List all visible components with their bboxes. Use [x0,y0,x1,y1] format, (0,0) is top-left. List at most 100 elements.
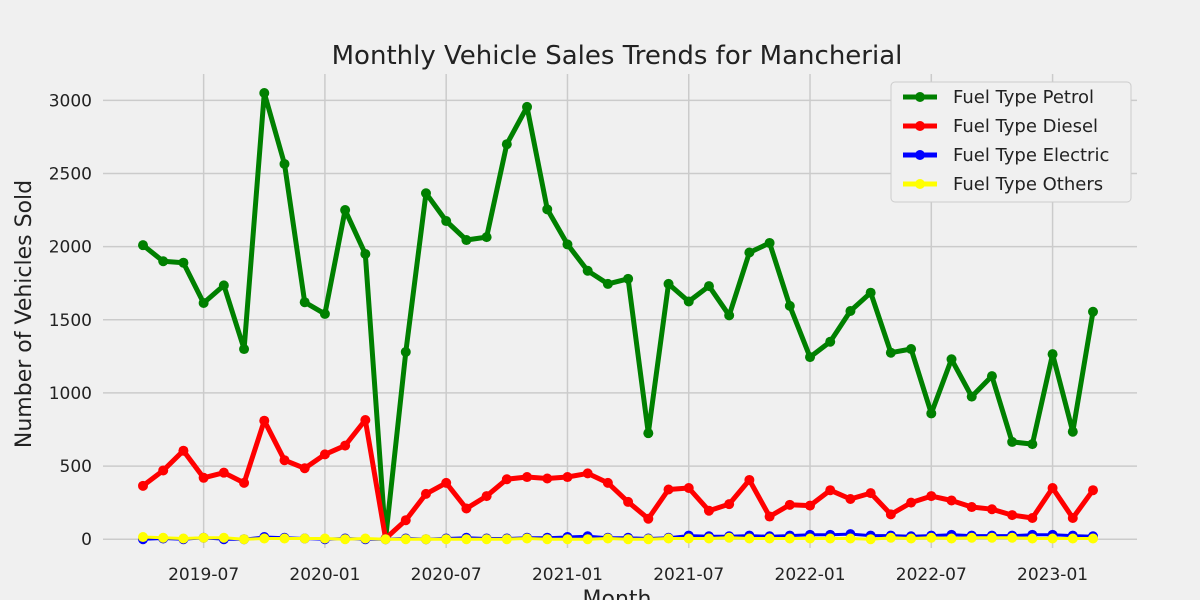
data-point [158,532,169,543]
data-point [1007,532,1018,543]
data-point [1067,426,1078,437]
series-line [141,90,1096,541]
data-point [582,468,593,479]
y-tick-label: 500 [60,457,92,477]
x-axis-ticks: 2019-07 2020-01 2020-07 2021-01 2021-07 2022-… [168,565,1088,585]
y-axis-ticks: 0 500 1000 1500 2000 2500 3000 [49,91,92,550]
legend-label: Fuel Type Others [953,174,1103,195]
data-point [481,534,492,545]
data-point [744,247,755,258]
data-point [1027,513,1038,524]
data-point [825,336,836,347]
data-point [1007,510,1018,521]
data-point [299,533,310,544]
data-point [360,248,371,259]
data-point [501,534,512,545]
data-point [703,505,714,516]
data-point [441,477,452,488]
data-point [703,281,714,292]
data-point [1047,349,1058,360]
data-point [400,515,411,526]
data-point [724,310,735,321]
data-point [380,534,391,545]
legend: Fuel Type Petrol Fuel Type Diesel Fuel Typ… [890,81,1132,203]
data-point [1088,485,1098,496]
data-point [764,533,775,544]
legend-swatch-marker [915,92,925,102]
data-point [784,300,795,311]
data-point [420,534,431,545]
data-point [542,534,553,545]
data-point [218,280,229,291]
series-1 [138,414,1098,544]
data-point [178,257,189,268]
data-point [138,240,148,251]
data-point [522,101,533,112]
data-point [138,480,148,491]
data-point [1047,533,1058,544]
data-point [926,408,937,419]
data-point [1088,533,1098,544]
data-point [926,532,937,543]
series-lines [138,88,1098,545]
data-point [805,352,816,363]
data-point [542,473,553,484]
data-point [562,239,573,250]
legend-item: Fuel Type Petrol [903,87,1094,108]
data-point [158,465,169,476]
data-point [865,488,876,499]
data-point [360,414,371,425]
data-point [602,477,613,488]
data-point [906,533,917,544]
legend-label: Fuel Type Diesel [953,116,1098,137]
data-point [340,205,351,216]
data-point [279,533,290,544]
data-point [1027,439,1038,450]
data-point [198,472,209,483]
legend-label: Fuel Type Electric [953,145,1109,166]
data-point [602,278,613,289]
data-point [946,495,957,506]
data-point [239,534,250,545]
data-point [683,533,694,544]
data-point [663,533,674,544]
data-point [481,232,492,243]
y-tick-label: 1000 [49,384,92,404]
data-point [906,344,917,355]
data-point [724,499,735,510]
data-point [805,500,816,511]
x-tick-label: 2019-07 [168,565,239,585]
data-point [703,533,714,544]
data-point [825,485,836,496]
y-tick-label: 1500 [49,311,92,331]
data-point [986,532,997,543]
data-point [946,354,957,365]
data-point [562,534,573,545]
data-point [501,474,512,485]
data-point [643,534,654,545]
data-point [986,504,997,515]
data-point [319,449,330,460]
y-tick-label: 2000 [49,238,92,258]
data-point [784,499,795,510]
x-tick-label: 2022-01 [775,565,846,585]
data-point [926,491,937,502]
data-point [683,483,694,494]
grid [103,74,1137,548]
data-point [259,533,270,544]
data-point [461,503,472,514]
data-point [441,534,452,545]
data-point [218,532,229,543]
data-point [340,534,351,545]
x-axis-label: Month [583,587,652,600]
data-point [845,306,856,316]
data-point [360,533,371,544]
data-point [259,415,270,426]
data-point [501,139,512,150]
x-tick-label: 2021-01 [532,565,603,585]
data-point [764,511,775,522]
data-point [623,534,634,545]
legend-swatch-marker [915,179,925,189]
data-point [319,533,330,544]
data-point [885,532,896,543]
